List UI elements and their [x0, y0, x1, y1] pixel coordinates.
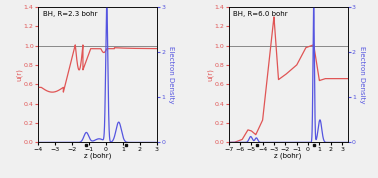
Y-axis label: Electron Density: Electron Density	[168, 46, 174, 104]
Text: BH, R=6.0 bohr: BH, R=6.0 bohr	[233, 11, 288, 17]
Y-axis label: Electron Density: Electron Density	[359, 46, 365, 104]
X-axis label: z (bohr): z (bohr)	[274, 153, 302, 159]
X-axis label: z (bohr): z (bohr)	[84, 153, 111, 159]
Y-axis label: u(r): u(r)	[207, 68, 213, 81]
Y-axis label: u(r): u(r)	[16, 68, 22, 81]
Text: BH, R=2.3 bohr: BH, R=2.3 bohr	[43, 11, 97, 17]
